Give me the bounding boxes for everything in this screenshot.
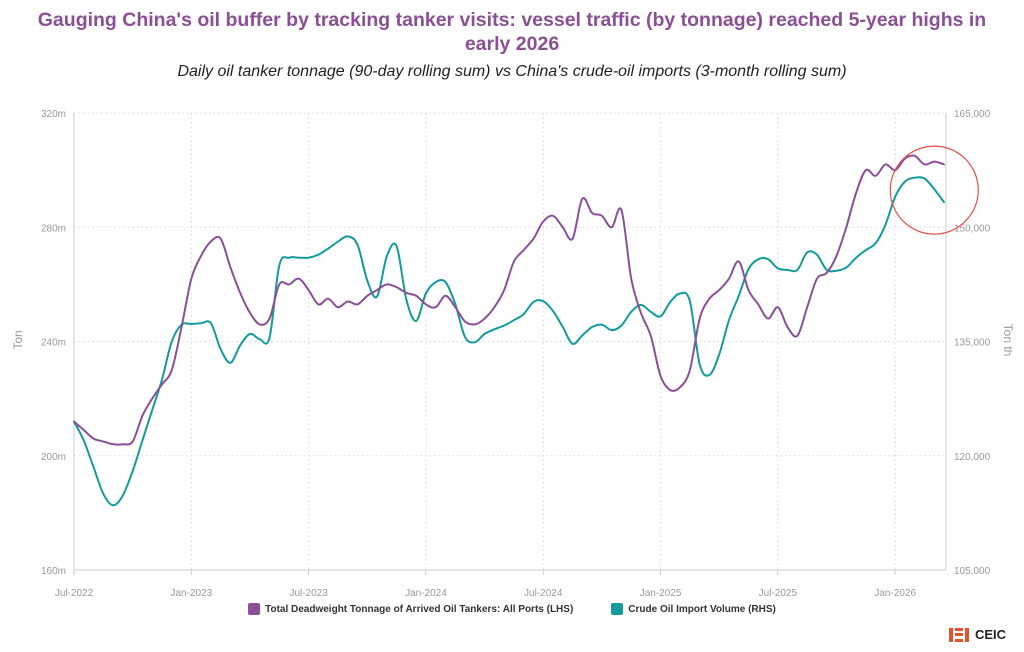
chart-title-line-1: Gauging China's oil buffer by tracking t… xyxy=(37,9,987,31)
y-axis-label-right: Ton th xyxy=(1001,324,1015,357)
x-tick-label: Jul-2022 xyxy=(55,588,94,599)
chart-title: Gauging China's oil buffer by tracking t… xyxy=(0,8,1024,56)
legend-label-rhs: Crude Oil Import Volume (RHS) xyxy=(628,603,776,615)
x-tick-label: Jul-2023 xyxy=(289,588,328,599)
tick-labels-layer: 160m 105,000 200m 120,000 240m 135,000 280m 150… xyxy=(41,109,991,599)
y-tick-label-left: 320m xyxy=(41,109,66,120)
y-tick-label-right: 165,000 xyxy=(954,109,991,120)
y-tick-label-left: 160m xyxy=(41,566,66,577)
x-tick-label: Jan-2025 xyxy=(640,588,682,599)
ceic-logo-icon xyxy=(948,627,969,642)
y-tick-label-left: 200m xyxy=(41,452,66,463)
chart-legend: Total Deadweight Tonnage of Arrived Oil … xyxy=(0,603,1024,615)
y-tick-label-right: 150,000 xyxy=(954,223,991,234)
ceic-logo-text: CEIC xyxy=(974,627,1006,642)
y-tick-label-left: 240m xyxy=(41,338,66,349)
x-tick-label: Jul-2024 xyxy=(524,588,563,599)
legend-label-lhs: Total Deadweight Tonnage of Arrived Oil … xyxy=(265,603,574,615)
y-tick-label-right: 105,000 xyxy=(954,566,991,577)
series-line-crude-imports xyxy=(73,176,945,507)
y-tick-label-right: 120,000 xyxy=(954,452,991,463)
y-tick-label-left: 280m xyxy=(41,223,66,234)
y-axis-label-left: Ton xyxy=(11,330,25,349)
x-tick-label: Jan-2026 xyxy=(874,588,916,599)
x-tick-label: Jan-2023 xyxy=(170,588,212,599)
legend-swatch-rhs xyxy=(611,603,624,615)
legend-item-rhs[interactable]: Crude Oil Import Volume (RHS) xyxy=(611,603,776,615)
ceic-logo: CEIC xyxy=(948,627,1006,642)
highlight-circle xyxy=(889,145,979,235)
legend-swatch-lhs xyxy=(248,603,261,615)
y-tick-label-right: 135,000 xyxy=(954,338,991,349)
axes-layer xyxy=(73,113,947,575)
grid-layer xyxy=(74,112,946,570)
x-tick-label: Jul-2025 xyxy=(759,588,798,599)
legend-item-lhs[interactable]: Total Deadweight Tonnage of Arrived Oil … xyxy=(248,603,573,615)
series-line-tanker-tonnage xyxy=(73,154,945,446)
x-tick-label: Jan-2024 xyxy=(405,588,447,599)
chart-title-line-2: early 2026 xyxy=(464,33,560,55)
chart-subtitle: Daily oil tanker tonnage (90-day rolling… xyxy=(177,63,847,80)
series-layer xyxy=(73,154,945,507)
